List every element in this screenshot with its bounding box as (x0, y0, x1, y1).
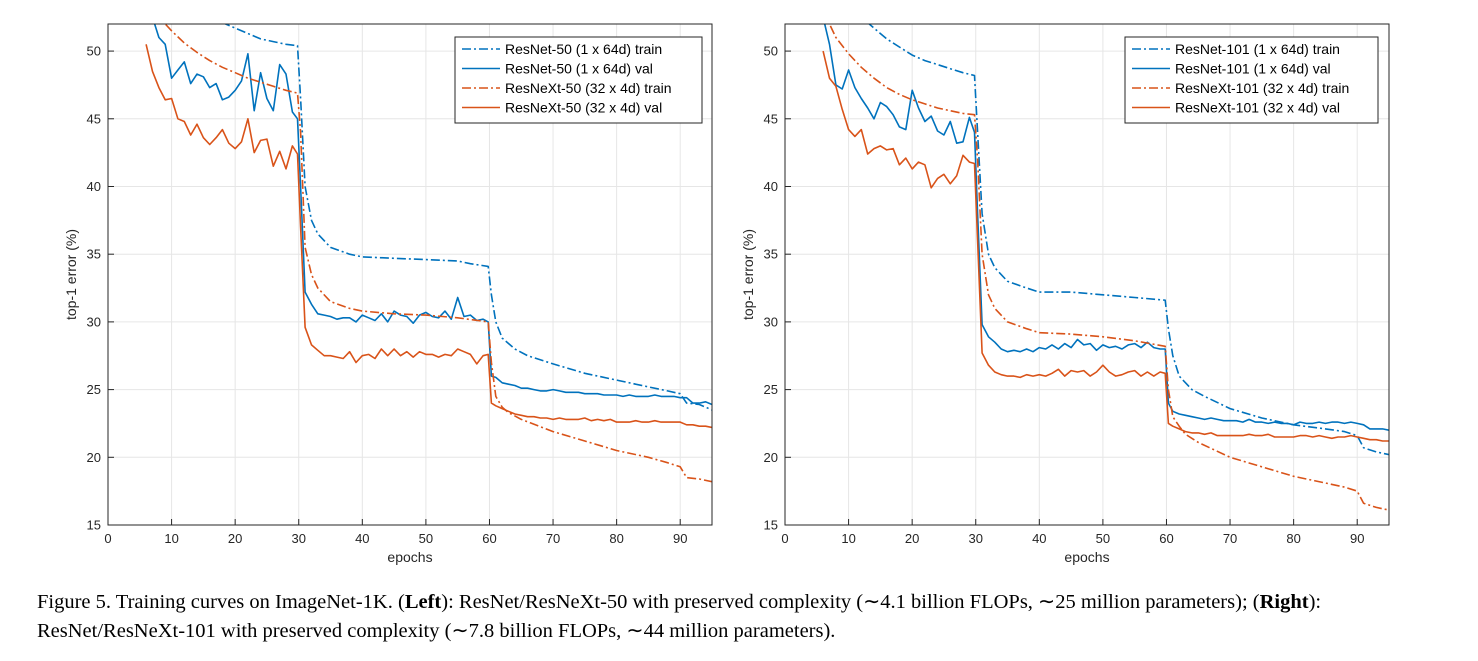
right-chart: 0 10 20 30 40 50 60 70 80 90 15 20 25 30 35 40 45 50 epoch… (740, 23, 1390, 565)
x-tick-label: 20 (905, 531, 919, 546)
plot-frame (784, 23, 1390, 526)
x-tick-label: 90 (673, 531, 687, 546)
caption-part1: Figure 5. Training curves on ImageNet-1K… (37, 591, 405, 613)
x-tick-label: 40 (1032, 531, 1046, 546)
x-tick-label: 60 (1159, 531, 1173, 546)
x-tick-label: 20 (228, 531, 242, 546)
x-tick-label: 30 (969, 531, 983, 546)
y-tick-label: 25 (87, 382, 101, 397)
legend-label: ResNet-50 (1 x 64d) val (505, 61, 653, 77)
legend-label: ResNet-50 (1 x 64d) train (505, 41, 662, 57)
y-tick-label: 25 (764, 382, 778, 397)
left-chart: 0 10 20 30 40 50 60 70 80 90 15 20 25 30 35 40 45 50 epoch… (63, 23, 713, 565)
y-axis-label: top-1 error (%) (740, 229, 756, 320)
series-line-2 (828, 24, 1389, 511)
x-tick-label: 70 (546, 531, 560, 546)
x-tick-label: 50 (419, 531, 433, 546)
caption-left-bold: Left (404, 591, 442, 613)
x-tick-label: 90 (1350, 531, 1364, 546)
y-tick-label: 45 (87, 111, 101, 126)
y-tick-label: 30 (764, 314, 778, 329)
x-tick-label: 80 (1286, 531, 1300, 546)
figure-caption: Figure 5. Training curves on ImageNet-1K… (37, 588, 1437, 646)
y-tick-label: 40 (87, 179, 101, 194)
legend: ResNet-50 (1 x 64d) train ResNet-50 (1 x … (454, 36, 703, 124)
series-line-2 (164, 24, 712, 483)
legend-label: ResNeXt-50 (32 x 4d) train (505, 80, 672, 96)
series-line-3 (145, 44, 712, 429)
y-tick-label: 45 (764, 111, 778, 126)
legend-box (454, 36, 703, 124)
y-tick-label: 15 (764, 518, 778, 533)
caption-part3: ): ResNet/ResNeXt-101 with preserved com… (37, 591, 1322, 642)
training-curves-figure: 0 10 20 30 40 50 60 70 80 90 15 20 25 30 35 40 45 50 epoch… (63, 23, 1390, 565)
legend-label: ResNeXt-101 (32 x 4d) train (1175, 80, 1349, 96)
x-tick-label: 10 (164, 531, 178, 546)
x-tick-label: 40 (355, 531, 369, 546)
legend-box (1124, 36, 1379, 124)
plot-frame (107, 23, 713, 526)
y-tick-label: 20 (87, 450, 101, 465)
x-tick-label: 70 (1223, 531, 1237, 546)
y-tick-label: 35 (87, 247, 101, 262)
caption-right-bold: Right (1259, 591, 1309, 613)
x-axis-label: epochs (1064, 549, 1109, 565)
y-tick-label: 35 (764, 247, 778, 262)
x-tick-label: 0 (104, 531, 111, 546)
y-tick-label: 15 (87, 518, 101, 533)
x-tick-label: 0 (781, 531, 788, 546)
legend-label: ResNet-101 (1 x 64d) val (1175, 61, 1331, 77)
x-tick-label: 50 (1096, 531, 1110, 546)
y-axis-label: top-1 error (%) (63, 229, 79, 320)
x-axis-label: epochs (387, 549, 432, 565)
y-tick-label: 50 (764, 44, 778, 59)
legend-label: ResNet-101 (1 x 64d) train (1175, 41, 1340, 57)
x-tick-label: 10 (841, 531, 855, 546)
y-tick-label: 50 (87, 44, 101, 59)
series-line-3 (822, 50, 1389, 442)
legend-label: ResNeXt-50 (32 x 4d) val (505, 100, 662, 116)
y-tick-label: 40 (764, 179, 778, 194)
y-tick-label: 20 (764, 450, 778, 465)
caption-part2: ): ResNet/ResNeXt-50 with preserved comp… (441, 591, 1260, 613)
x-tick-label: 60 (482, 531, 496, 546)
series-line-1 (823, 24, 1389, 431)
legend-label: ResNeXt-101 (32 x 4d) val (1175, 100, 1340, 116)
y-tick-label: 30 (87, 314, 101, 329)
x-tick-label: 80 (609, 531, 623, 546)
legend: ResNet-101 (1 x 64d) train ResNet-101 (1 … (1124, 36, 1379, 124)
x-tick-label: 30 (292, 531, 306, 546)
